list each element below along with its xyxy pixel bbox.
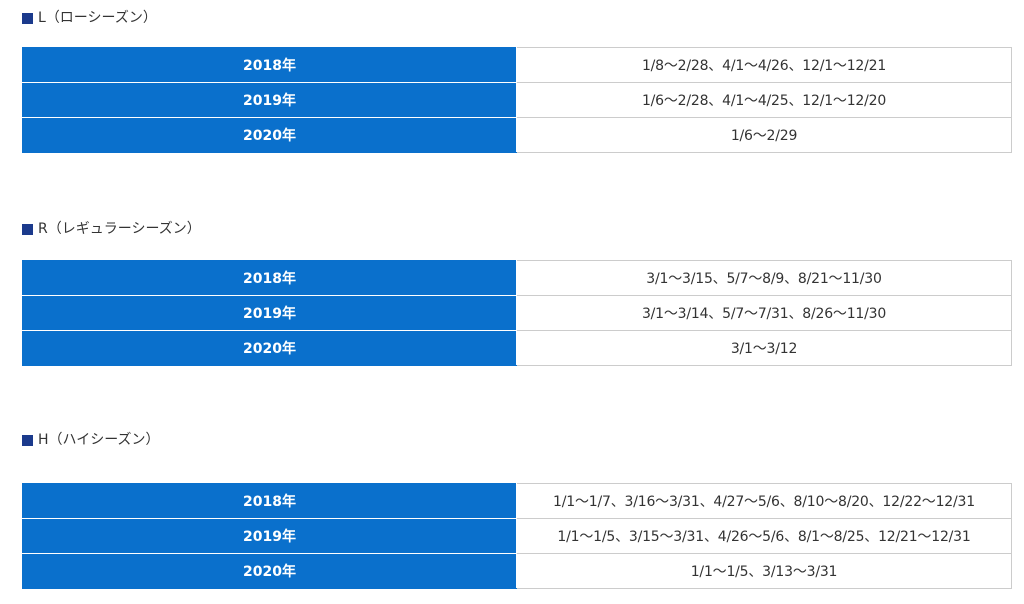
table-row: 2018年 1/8～2/28、4/1～4/26、12/1～12/21 [22, 47, 1012, 83]
dates-cell: 1/6～2/29 [516, 117, 1012, 153]
table-row: 2020年 3/1～3/12 [22, 330, 1012, 366]
season-section-regular: R（レギュラーシーズン） 2018年 3/1～3/15、5/7～8/9、8/21… [22, 218, 1012, 366]
table-row: 2019年 1/1～1/5、3/15～3/31、4/26～5/6、8/1～8/2… [22, 518, 1012, 554]
section-title: L（ローシーズン） [38, 10, 157, 26]
dates-cell: 3/1～3/12 [516, 330, 1012, 366]
table-row: 2020年 1/1～1/5、3/13～3/31 [22, 553, 1012, 589]
square-icon [22, 12, 33, 24]
year-cell: 2019年 [22, 82, 517, 118]
section-title: H（ハイシーズン） [38, 432, 160, 448]
year-cell: 2019年 [22, 295, 517, 331]
season-table: 2018年 1/8～2/28、4/1～4/26、12/1～12/21 2019年… [22, 47, 1012, 153]
season-table: 2018年 3/1～3/15、5/7～8/9、8/21～11/30 2019年 … [22, 260, 1012, 366]
year-cell: 2020年 [22, 117, 517, 153]
dates-cell: 3/1～3/14、5/7～7/31、8/26～11/30 [516, 295, 1012, 331]
season-table: 2018年 1/1～1/7、3/16～3/31、4/27～5/6、8/10～8/… [22, 483, 1012, 589]
year-cell: 2019年 [22, 518, 517, 554]
dates-cell: 3/1～3/15、5/7～8/9、8/21～11/30 [516, 260, 1012, 296]
dates-cell: 1/1～1/5、3/13～3/31 [516, 553, 1012, 589]
table-row: 2018年 1/1～1/7、3/16～3/31、4/27～5/6、8/10～8/… [22, 483, 1012, 519]
dates-cell: 1/6～2/28、4/1～4/25、12/1～12/20 [516, 82, 1012, 118]
square-icon [22, 223, 33, 235]
year-cell: 2018年 [22, 260, 517, 296]
section-heading: H（ハイシーズン） [22, 429, 1012, 451]
year-cell: 2018年 [22, 47, 517, 83]
table-row: 2020年 1/6～2/29 [22, 117, 1012, 153]
dates-cell: 1/1～1/5、3/15～3/31、4/26～5/6、8/1～8/25、12/2… [516, 518, 1012, 554]
table-row: 2019年 3/1～3/14、5/7～7/31、8/26～11/30 [22, 295, 1012, 331]
table-row: 2019年 1/6～2/28、4/1～4/25、12/1～12/20 [22, 82, 1012, 118]
season-section-high: H（ハイシーズン） 2018年 1/1～1/7、3/16～3/31、4/27～5… [22, 429, 1012, 589]
season-section-low: L（ローシーズン） 2018年 1/8～2/28、4/1～4/26、12/1～1… [22, 7, 1012, 153]
table-row: 2018年 3/1～3/15、5/7～8/9、8/21～11/30 [22, 260, 1012, 296]
section-heading: L（ローシーズン） [22, 7, 1012, 29]
section-title: R（レギュラーシーズン） [38, 221, 201, 237]
dates-cell: 1/8～2/28、4/1～4/26、12/1～12/21 [516, 47, 1012, 83]
year-cell: 2018年 [22, 483, 517, 519]
year-cell: 2020年 [22, 330, 517, 366]
dates-cell: 1/1～1/7、3/16～3/31、4/27～5/6、8/10～8/20、12/… [516, 483, 1012, 519]
section-heading: R（レギュラーシーズン） [22, 218, 1012, 240]
year-cell: 2020年 [22, 553, 517, 589]
square-icon [22, 434, 33, 446]
